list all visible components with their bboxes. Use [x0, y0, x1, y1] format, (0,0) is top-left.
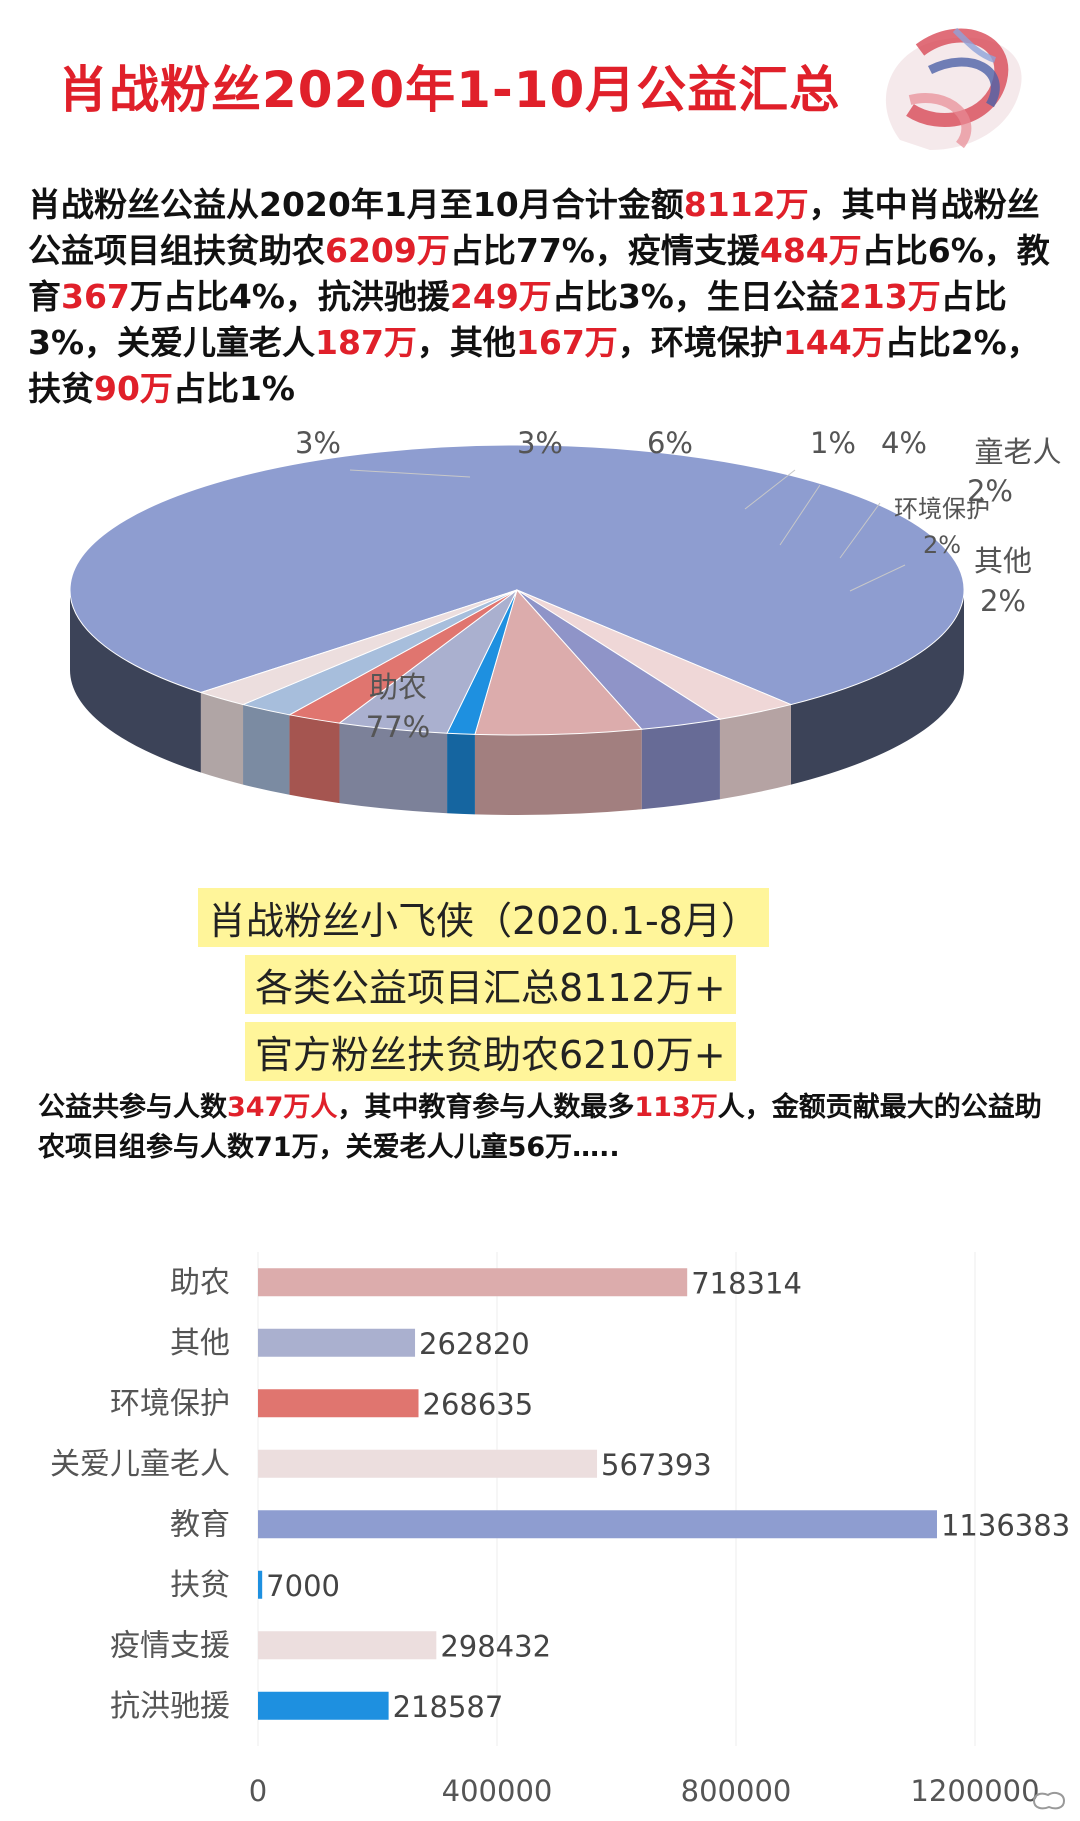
- text-segment: ，其中肖战粉丝公益项目组扶贫助农: [28, 185, 1040, 270]
- pie-side-助农: [70, 590, 201, 773]
- pie-side-扶贫: [447, 733, 475, 815]
- bar-value-label: 718314: [691, 1266, 802, 1300]
- pie-leader-line: [849, 564, 906, 592]
- bar-value-label: 298432: [440, 1629, 551, 1663]
- text-segment: ，环境保护: [617, 323, 783, 362]
- bar-value-label: 262820: [419, 1327, 530, 1361]
- highlight-value: 6209万: [325, 231, 450, 270]
- pie-side-疫情支援: [474, 729, 642, 815]
- bar-category-label: 助农: [170, 1265, 230, 1300]
- text-segment: 占比3%，关爱儿童老人: [28, 277, 1007, 362]
- highlight-value: 484万: [759, 231, 862, 270]
- bar-关爱儿童老人: [258, 1449, 598, 1478]
- highlight-value: 167万: [515, 323, 618, 362]
- page-title: 肖战粉丝2020年1-10月公益汇总: [58, 61, 841, 119]
- pie-side-教育: [339, 723, 448, 814]
- bar-其他: [258, 1328, 416, 1357]
- bar-category-label: 环境保护: [110, 1386, 230, 1421]
- pie-side-关爱儿童老人: [289, 714, 340, 804]
- pie-chart: 助农77%生日公益3%抗洪驰援3%疫情支援6%扶贫1%教育4%关爱儿童老人2%环…: [69, 426, 1062, 815]
- bar-category-label: 其他: [170, 1326, 230, 1361]
- highlight-line-1: 肖战粉丝小飞侠（2020.1-8月）: [198, 888, 769, 947]
- bar-抗洪驰援: [258, 1691, 389, 1720]
- text-segment: 占比1%: [172, 369, 295, 408]
- pie-pct-教育: 4%: [881, 426, 927, 460]
- pie-pct-其他: 2%: [980, 584, 1026, 618]
- pie-slice-疫情支援: [474, 588, 643, 736]
- x-tick-label: 0: [249, 1774, 267, 1808]
- participants-note: 公益共参与人数347万人，其中教育参与人数最多113万人，金额贡献最大的公益助农…: [38, 1088, 1058, 1168]
- pie-pct-关爱儿童老人: 2%: [967, 474, 1013, 508]
- pie-leader-line: [349, 469, 471, 478]
- pie-pct-助农: 77%: [366, 710, 430, 744]
- x-tick-label: 1200000: [910, 1774, 1039, 1808]
- x-tick-label: 800000: [681, 1774, 792, 1808]
- bar-value-label: 7000: [266, 1569, 340, 1603]
- pie-leader-line: [839, 502, 881, 559]
- highlight-value: 249万: [449, 277, 552, 316]
- text-segment: 人，金额贡献最大的公益助农项目组参与人数71万，关爱老人儿童56万…..: [38, 1092, 1042, 1163]
- pie-side-助农: [790, 590, 964, 785]
- pie-label-环境保护: 环境保护: [894, 495, 990, 523]
- pie-side-生日公益: [719, 704, 791, 800]
- bar-category-label: 扶贫: [170, 1568, 230, 1603]
- highlight-value: 144万: [782, 323, 885, 362]
- decorative-brush-logo: [885, 27, 1022, 150]
- pie-side-其他: [200, 692, 244, 785]
- text-segment: 万占比4%，抗洪驰援: [129, 277, 450, 316]
- pie-side-环境保护: [243, 704, 290, 795]
- pie-leader-line: [779, 484, 821, 546]
- text-segment: 占比2%，扶贫: [28, 323, 1040, 408]
- highlight-value: 113万: [634, 1092, 718, 1123]
- text-segment: ，其中教育参与人数最多: [337, 1092, 635, 1123]
- bar-chart: 0 400000 800000 1200000 助农 718314 其他 262820 环境保护…: [50, 1252, 1070, 1808]
- watermark-icon: [1032, 1792, 1066, 1810]
- summary-paragraph: 肖战粉丝公益从2020年1月至10月合计金额8112万，其中肖战粉丝公益项目组扶…: [28, 182, 1058, 412]
- bar-value-label: 1136383: [941, 1508, 1070, 1542]
- highlight-value: 213万: [838, 277, 941, 316]
- highlight-value: 347万人: [227, 1092, 338, 1123]
- bar-扶贫: [258, 1570, 263, 1599]
- text-segment: 肖战粉丝公益从2020年1月至10月合计金额: [28, 185, 684, 224]
- highlight-value: 8112万: [683, 185, 809, 224]
- text-segment: ，其他: [416, 323, 516, 362]
- bar-疫情支援: [258, 1631, 437, 1660]
- highlight-line-3: 官方粉丝扶贫助农6210万+: [245, 1022, 736, 1081]
- pie-pct-生日公益: 3%: [295, 426, 341, 460]
- text-segment: 占比6%，教育: [28, 231, 1050, 316]
- text-segment: 占比77%，疫情支援: [449, 231, 760, 270]
- pie-slice-其他: [199, 589, 518, 706]
- highlight-value: 187万: [315, 323, 417, 362]
- pie-label-其他: 其他: [974, 544, 1032, 578]
- text-segment: 公益共参与人数: [38, 1092, 227, 1123]
- x-tick-label: 400000: [442, 1774, 553, 1808]
- bar-category-label: 关爱儿童老人: [50, 1447, 230, 1482]
- bar-category-label: 抗洪驰援: [110, 1689, 230, 1724]
- bar-value-label: 268635: [423, 1387, 534, 1421]
- pie-pct-疫情支援: 6%: [647, 426, 693, 460]
- bar-value-label: 567393: [601, 1448, 712, 1482]
- bar-教育: [258, 1510, 937, 1539]
- pie-pct-环境保护: 2%: [923, 531, 961, 559]
- highlight-line-2: 各类公益项目汇总8112万+: [245, 955, 736, 1014]
- pie-side-抗洪驰援: [641, 719, 720, 810]
- highlight-value: 367: [61, 277, 130, 316]
- pie-label-助农: 助农: [369, 670, 427, 704]
- text-segment: 占比3%，生日公益: [551, 277, 839, 316]
- bar-category-label: 教育: [170, 1507, 230, 1542]
- pie-leader-line: [744, 469, 796, 510]
- bar-环境保护: [258, 1389, 419, 1418]
- pie-label-关爱儿童老人-2: 童老人: [974, 435, 1061, 469]
- bar-value-label: 218587: [393, 1690, 504, 1724]
- pie-slice-助农: [69, 444, 965, 706]
- pie-pct-扶贫: 1%: [810, 426, 856, 460]
- highlight-value: 90万: [94, 369, 173, 408]
- pie-pct-抗洪驰援: 3%: [517, 426, 563, 460]
- bar-助农: [258, 1268, 688, 1297]
- bar-category-label: 疫情支援: [110, 1628, 230, 1663]
